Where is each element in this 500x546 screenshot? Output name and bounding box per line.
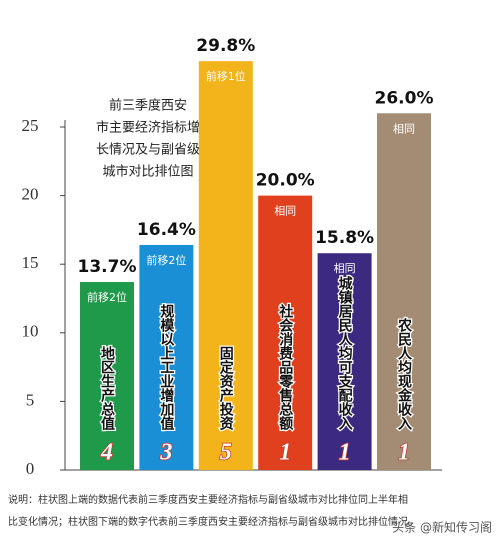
category-label: 农民人均现金收入 <box>396 317 413 430</box>
y-tick-label: 25 <box>22 116 39 135</box>
note: 比变化情况；柱状图下端的数字代表前三季度西安主要经济指标与副省级城市对比排位情况… <box>8 515 418 528</box>
bar <box>198 61 253 470</box>
rank-change: 前移1位 <box>206 69 246 83</box>
rank-change: 前移2位 <box>87 290 127 304</box>
category-label: 固定资产投资 <box>218 346 234 431</box>
y-tick-label: 5 <box>26 390 35 409</box>
value-label: 13.7% <box>78 257 137 277</box>
value-label: 26.0% <box>375 88 434 108</box>
rank: 1 <box>398 440 410 466</box>
bar <box>377 113 431 470</box>
value-label: 29.8% <box>196 36 255 56</box>
bar <box>139 244 194 470</box>
rank-change: 前移2位 <box>146 253 186 267</box>
rank-change: 相同 <box>393 122 415 135</box>
y-tick-label: 0 <box>26 459 35 478</box>
rank: 1 <box>279 440 291 466</box>
y-tick-label: 20 <box>22 185 39 204</box>
category-label: 社会消费品零售总额 <box>277 303 294 431</box>
value-label: 16.4% <box>137 220 196 240</box>
bar <box>258 195 313 470</box>
bar <box>317 253 372 470</box>
title-line: 市主要经济指标增 <box>96 120 200 136</box>
category-label: 规模以上工业增加值 <box>158 304 175 430</box>
y-tick-label: 10 <box>22 322 39 341</box>
rank-change: 相同 <box>334 262 356 275</box>
rank: 4 <box>100 440 113 466</box>
note: 说明：柱状图上端的数据代表前三季度西安主要经济指标与副省级城市对比排位同上半年相 <box>8 493 408 506</box>
y-tick-label: 15 <box>22 253 39 272</box>
category-label: 城镇居民人均可支配收入 <box>337 275 354 430</box>
title-line: 长情况及与副省级 <box>96 143 200 158</box>
title-line: 城市对比排位图 <box>102 164 193 180</box>
title-line: 前三季度西安 <box>109 98 187 114</box>
value-label: 15.8% <box>315 228 374 248</box>
value-label: 20.0% <box>256 171 315 191</box>
rank: 1 <box>339 440 351 466</box>
rank-change: 相同 <box>274 205 296 218</box>
rank: 3 <box>159 440 172 466</box>
rank: 5 <box>220 440 232 466</box>
category-label: 地区生产总值 <box>99 345 115 430</box>
bar <box>80 282 134 470</box>
watermark: 头条 @新知传习阁 <box>392 520 492 535</box>
title: 前三季度西安 市主要经济指标增 长情况及与副省级 城市对比排位图 <box>96 98 200 180</box>
